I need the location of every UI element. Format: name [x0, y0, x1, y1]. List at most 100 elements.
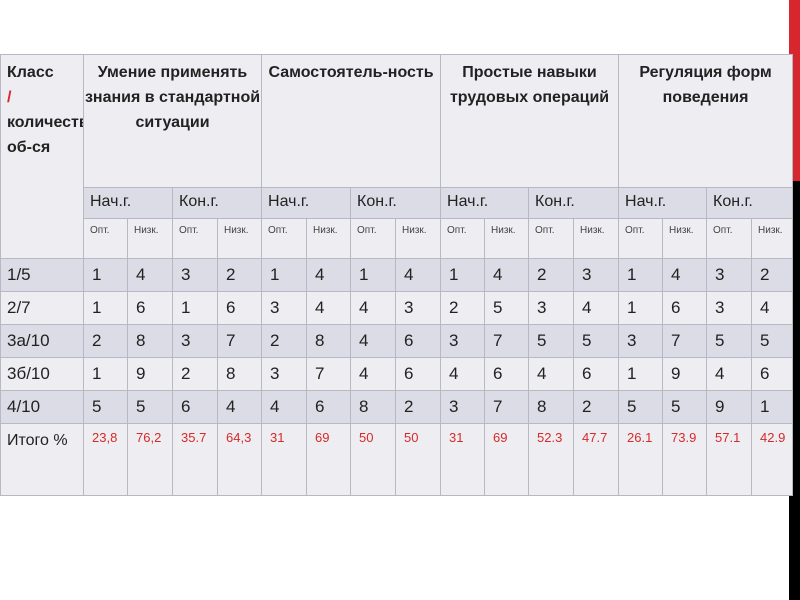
cell-value: 4	[306, 291, 352, 325]
total-value: 69	[484, 423, 530, 496]
level-header: Низк.	[662, 218, 708, 259]
cell-value: 6	[484, 357, 530, 391]
cell-value: 6	[573, 357, 620, 391]
cell-value: 5	[751, 324, 794, 358]
cell-value: 6	[216, 291, 263, 325]
level-header: Опт.	[528, 218, 575, 259]
cell-value: 3	[706, 258, 753, 292]
cell-value: 4	[395, 258, 442, 292]
level-header: Низк.	[216, 218, 263, 259]
cell-value: 2	[751, 258, 794, 292]
period-header: Кон.г.	[528, 187, 620, 219]
table-row: 4/10 5 5 6 4 4 6 8 2 3 7 8 2 5 5 9 1	[0, 390, 794, 424]
level-header: Опт.	[350, 218, 397, 259]
cell-value: 3	[395, 291, 442, 325]
total-value: 35.7	[172, 423, 218, 496]
cell-value: 3	[618, 324, 664, 358]
cell-value: 1	[618, 357, 664, 391]
cell-value: 1	[618, 258, 664, 292]
cell-value: 2	[528, 258, 575, 292]
cell-value: 5	[528, 324, 575, 358]
cell-value: 4	[216, 390, 263, 424]
cell-value: 7	[306, 357, 352, 391]
accent-bar-black	[789, 181, 800, 600]
cell-value: 4	[306, 258, 352, 292]
cell-value: 2	[395, 390, 442, 424]
cell-value: 2	[172, 357, 218, 391]
cell-value: 7	[216, 324, 263, 358]
period-header: Кон.г.	[706, 187, 794, 219]
total-value: 47.7	[573, 423, 620, 496]
cell-value: 3	[528, 291, 575, 325]
level-header: Опт.	[440, 218, 486, 259]
cell-value: 4	[706, 357, 753, 391]
cell-value: 2	[83, 324, 128, 358]
level-header: Опт.	[172, 218, 218, 259]
cell-value: 8	[528, 390, 575, 424]
column-group-header: Самостоятель-ность	[261, 54, 442, 188]
cell-value: 6	[395, 357, 442, 391]
cell-value: 3	[440, 390, 486, 424]
row-label: 3а/10	[0, 324, 84, 358]
total-value: 50	[395, 423, 442, 496]
cell-value: 5	[127, 390, 173, 424]
header-count-label: количество об-ся	[7, 114, 83, 156]
cell-value: 2	[440, 291, 486, 325]
cell-value: 1	[83, 291, 128, 325]
total-value: 69	[306, 423, 352, 496]
cell-value: 2	[261, 324, 308, 358]
table-row: 3а/10 2 8 3 7 2 8 4 6 3 7 5 5 3 7 5 5	[0, 324, 794, 358]
cell-value: 6	[127, 291, 173, 325]
cell-value: 4	[662, 258, 708, 292]
cell-value: 7	[484, 390, 530, 424]
total-value: 73.9	[662, 423, 708, 496]
cell-value: 4	[573, 291, 620, 325]
cell-value: 3	[261, 291, 308, 325]
total-value: 42.9	[751, 423, 794, 496]
cell-value: 7	[484, 324, 530, 358]
level-header: Опт.	[83, 218, 128, 259]
column-group-header: Регуляция форм поведения	[618, 54, 794, 188]
column-header-class: Класс / количество об-ся	[0, 54, 84, 259]
cell-value: 3	[440, 324, 486, 358]
cell-value: 1	[751, 390, 794, 424]
table-row: 2/7 1 6 1 6 3 4 4 3 2 5 3 4 1 6 3 4	[0, 291, 794, 325]
cell-value: 3	[573, 258, 620, 292]
cell-value: 4	[484, 258, 530, 292]
cell-value: 3	[172, 324, 218, 358]
cell-value: 6	[395, 324, 442, 358]
level-header: Опт.	[618, 218, 664, 259]
level-header: Низк.	[127, 218, 173, 259]
level-header: Низк.	[306, 218, 352, 259]
cell-value: 4	[528, 357, 575, 391]
cell-value: 6	[662, 291, 708, 325]
cell-value: 5	[706, 324, 753, 358]
total-value: 52.3	[528, 423, 575, 496]
level-header: Низк.	[751, 218, 794, 259]
cell-value: 4	[440, 357, 486, 391]
cell-value: 4	[350, 357, 397, 391]
header-class-label: Класс	[7, 64, 54, 81]
cell-value: 4	[127, 258, 173, 292]
cell-value: 4	[751, 291, 794, 325]
level-header: Опт.	[261, 218, 308, 259]
cell-value: 2	[573, 390, 620, 424]
cell-value: 1	[261, 258, 308, 292]
cell-value: 3	[261, 357, 308, 391]
cell-value: 5	[573, 324, 620, 358]
total-value: 50	[350, 423, 397, 496]
cell-value: 9	[662, 357, 708, 391]
cell-value: 1	[83, 357, 128, 391]
cell-value: 8	[216, 357, 263, 391]
total-value: 31	[440, 423, 486, 496]
column-group-header: Простые навыки трудовых операций	[440, 54, 620, 188]
total-value: 76,2	[127, 423, 173, 496]
cell-value: 5	[662, 390, 708, 424]
cell-value: 5	[484, 291, 530, 325]
total-value: 64,3	[216, 423, 263, 496]
cell-value: 1	[618, 291, 664, 325]
period-header: Кон.г.	[350, 187, 442, 219]
cell-value: 1	[440, 258, 486, 292]
period-header: Нач.г.	[261, 187, 352, 219]
cell-value: 4	[350, 324, 397, 358]
